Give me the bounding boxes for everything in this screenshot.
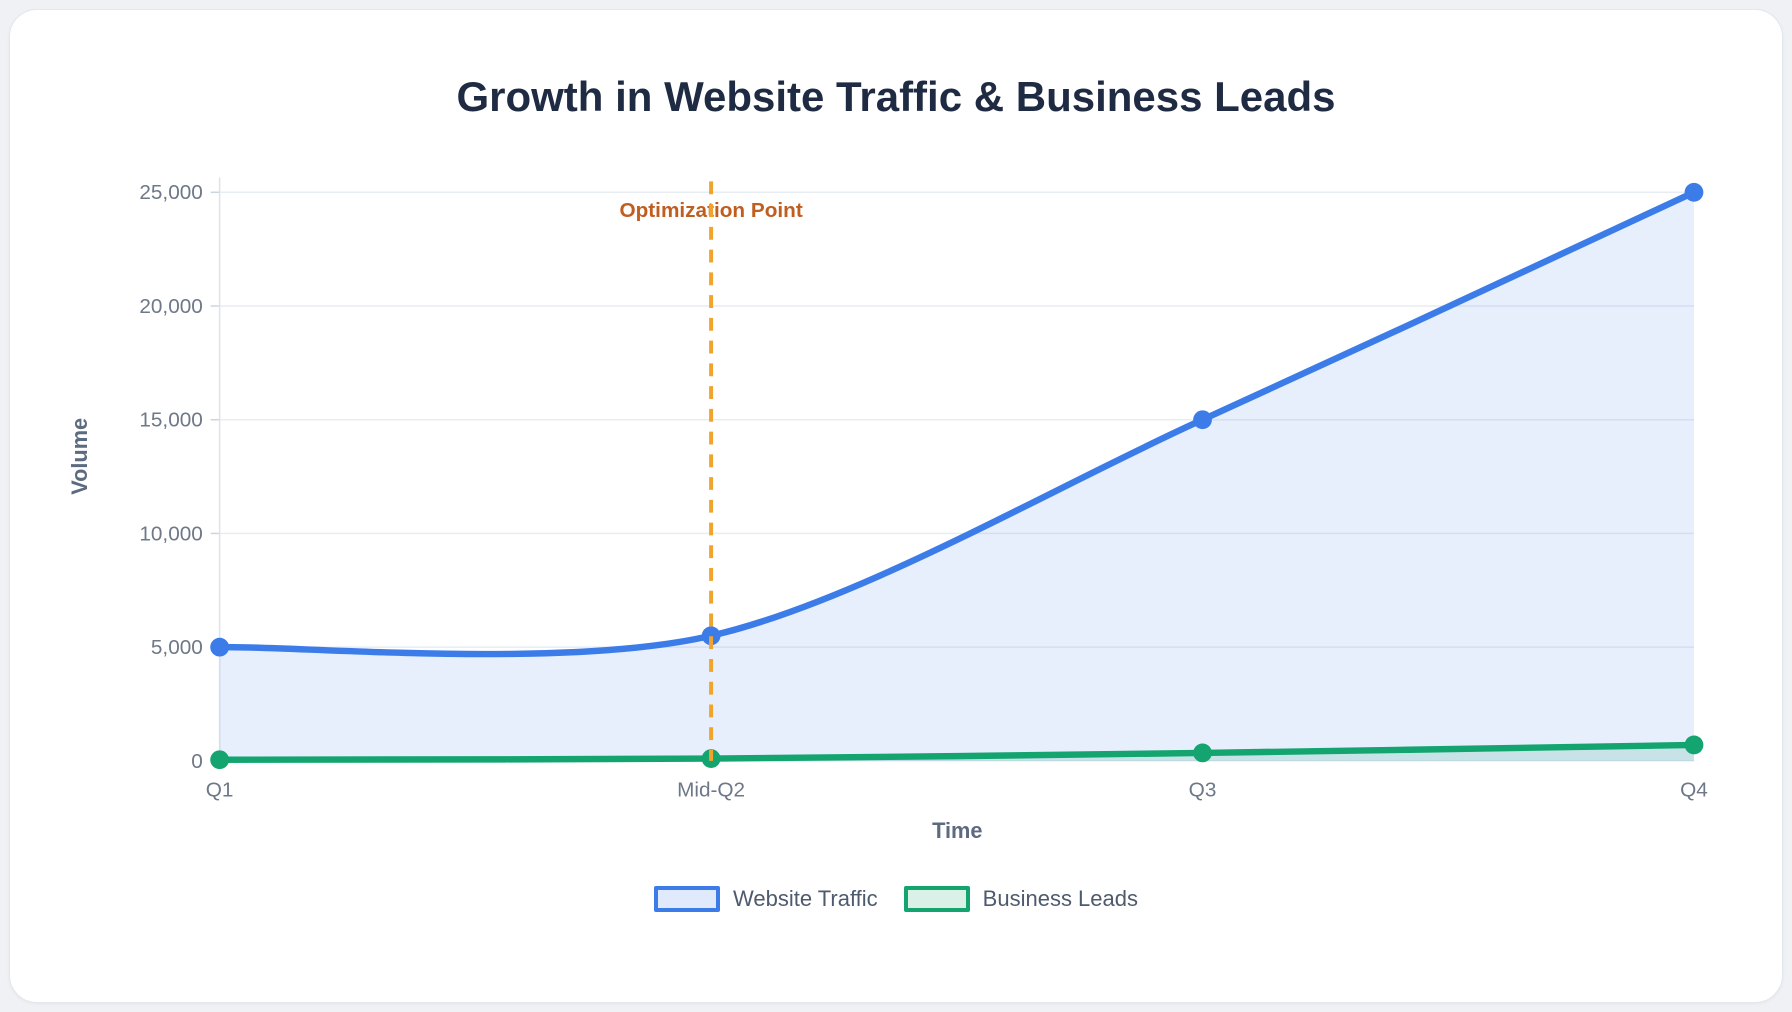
area-website-traffic — [219, 192, 1694, 761]
y-tick-label: 0 — [191, 750, 203, 773]
data-point-business-leads[interactable] — [210, 750, 230, 770]
chart-title: Growth in Website Traffic & Business Lea… — [456, 73, 1336, 120]
y-tick-label: 15,000 — [139, 409, 202, 432]
x-tick-label: Q4 — [1680, 778, 1708, 801]
y-tick-label: 5,000 — [151, 636, 203, 659]
line-website-traffic — [216, 189, 1698, 658]
gridlines — [219, 191, 1694, 762]
legend-swatch-website-traffic — [653, 885, 720, 912]
data-point-website-traffic[interactable] — [210, 637, 230, 657]
x-tick-label: Mid-Q2 — [677, 778, 745, 801]
chart-legend: Website Traffic Business Leads — [10, 885, 1782, 912]
line-business-leads — [216, 741, 1698, 763]
y-tick-label: 20,000 — [139, 295, 202, 318]
growth-line-chart[interactable]: Optimization Point 0 5,000 10,000 15,000 20,… — [10, 130, 1782, 852]
legend-item-label: Business Leads — [982, 885, 1138, 911]
data-point-website-traffic[interactable] — [1684, 182, 1704, 202]
axes — [210, 177, 221, 762]
area-business-leads — [219, 744, 1694, 761]
x-tick-label: Q1 — [206, 778, 234, 801]
data-point-website-traffic[interactable] — [1193, 410, 1212, 430]
optimization-annotation: Optimization Point — [619, 181, 803, 761]
y-tick-label: 10,000 — [139, 522, 202, 545]
data-point-business-leads[interactable] — [1193, 743, 1212, 763]
legend-item-website-traffic[interactable]: Website Traffic — [653, 885, 878, 912]
data-point-website-traffic[interactable] — [701, 626, 721, 646]
chart-card: Growth in Website Traffic & Business Lea… — [9, 9, 1783, 1003]
series-areas — [219, 192, 1694, 761]
y-tick-label: 25,000 — [139, 181, 202, 204]
tick-labels: 0 5,000 10,000 15,000 20,000 25,000 Q1 Mid-Q2 Q3… — [139, 181, 1707, 801]
x-axis-title: Time — [932, 818, 982, 843]
series-points[interactable] — [210, 182, 1704, 770]
y-axis-title: Volume — [67, 418, 92, 495]
series-lines — [216, 189, 1698, 763]
legend-item-label: Website Traffic — [732, 885, 878, 911]
x-tick-label: Q3 — [1189, 778, 1217, 801]
legend-swatch-business-leads — [903, 885, 970, 912]
legend-item-business-leads[interactable]: Business Leads — [903, 885, 1138, 912]
data-point-business-leads[interactable] — [1684, 735, 1704, 755]
